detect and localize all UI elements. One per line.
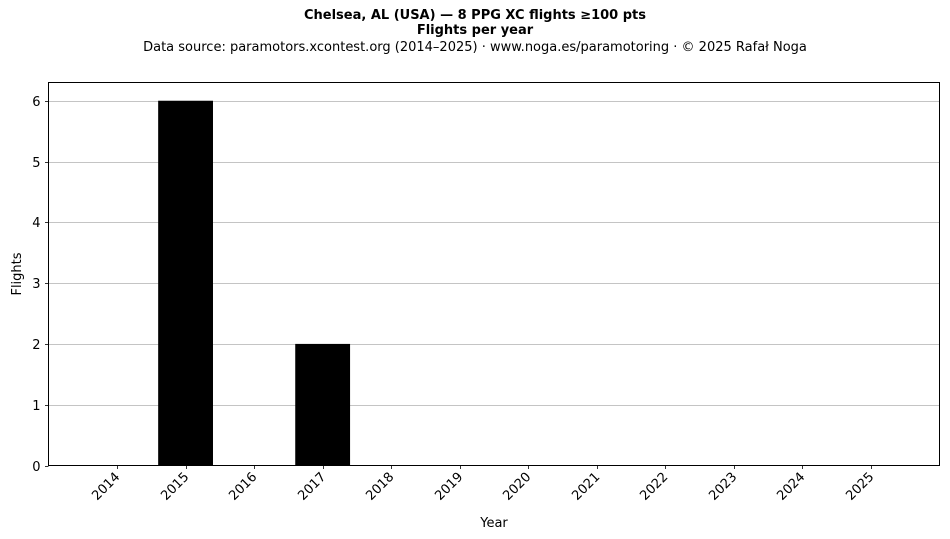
x-tick-label: 2014 [89,470,123,504]
y-axis-label: Flights [10,252,25,295]
y-tick-label: 5 [32,156,40,171]
y-tick-label: 1 [32,399,40,414]
chart-subtitle: Flights per year [416,23,534,38]
x-tick-label: 2016 [226,470,260,504]
x-tick-label: 2015 [158,470,192,504]
plot-frame [48,82,940,466]
x-tick-label: 2018 [363,470,397,504]
x-axis-ticks: 2014 2015 2016 2017 2018 2019 2020 2021 2022 2023… [89,465,877,504]
x-axis-label: Year [479,516,508,531]
x-tick-label: 2019 [432,470,466,504]
x-tick-label: 2020 [500,470,534,504]
bar-2015 [158,100,213,466]
y-tick-label: 4 [32,216,40,231]
y-tick-label: 6 [32,95,40,110]
bar-2017 [295,343,351,466]
x-tick-label: 2025 [843,470,877,504]
x-tick-label: 2021 [569,470,603,504]
bars [158,100,351,466]
x-tick-label: 2022 [637,470,671,504]
x-tick-label: 2017 [295,470,329,504]
x-tick-label: 2023 [706,470,740,504]
y-tick-label: 3 [32,277,40,292]
x-tick-label: 2024 [774,470,808,504]
y-tick-label: 0 [32,460,40,475]
y-tick-label: 2 [32,338,40,353]
title-block: Chelsea, AL (USA) — 8 PPG XC flights ≥10… [0,8,950,56]
chart-title: Chelsea, AL (USA) — 8 PPG XC flights ≥10… [303,8,647,23]
y-axis-ticks: 0 1 2 3 4 5 6 [32,95,49,475]
data-source-note: Data source: paramotors.xcontest.org (20… [143,40,807,55]
